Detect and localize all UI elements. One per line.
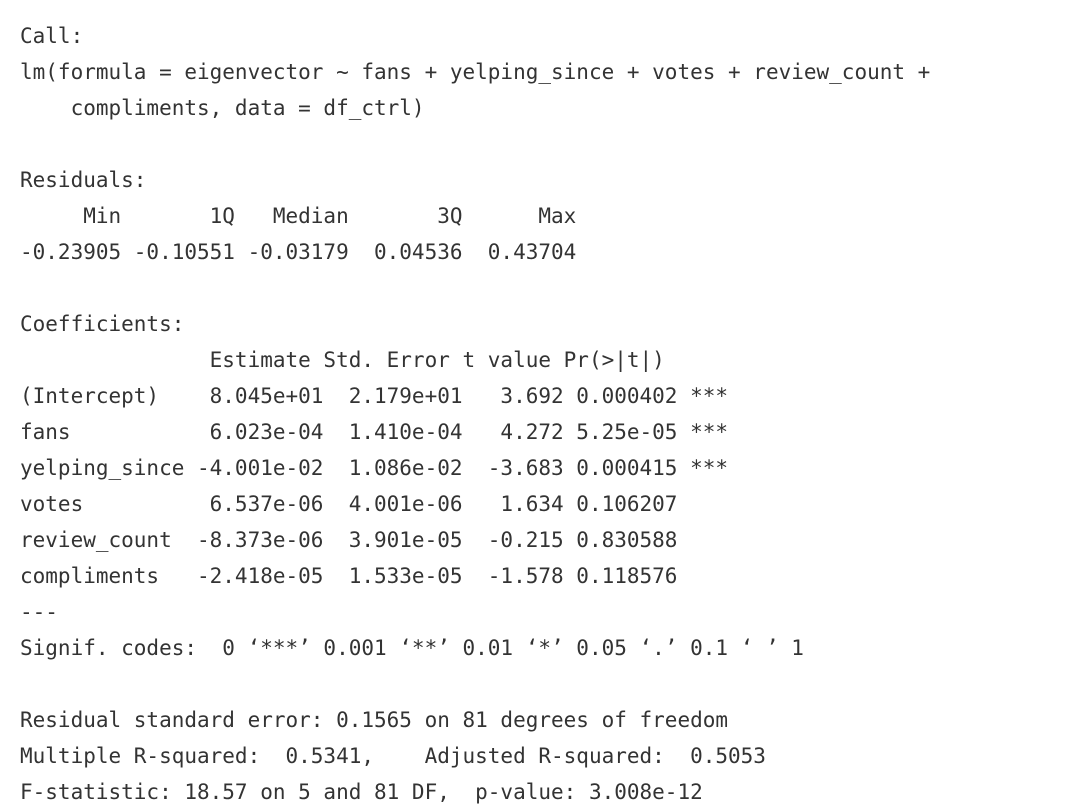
coefficient-row-fans: fans 6.023e-04 1.410e-04 4.272 5.25e-05 … <box>20 420 729 444</box>
separator: --- <box>20 600 58 624</box>
residuals-columns: Min 1Q Median 3Q Max <box>20 204 589 228</box>
coefficients-header: Coefficients: <box>20 312 185 336</box>
call-formula-line-1: lm(formula = eigenvector ~ fans + yelpin… <box>20 60 931 84</box>
r-squared: Multiple R-squared: 0.5341, Adjusted R-s… <box>20 744 779 768</box>
call-header: Call: <box>20 24 84 48</box>
blank-line <box>20 666 1070 702</box>
coefficient-row-votes: votes 6.537e-06 4.001e-06 1.634 0.106207 <box>20 492 729 516</box>
coefficient-row-intercept: (Intercept) 8.045e+01 2.179e+01 3.692 0.… <box>20 384 729 408</box>
signif-codes: Signif. codes: 0 ‘***’ 0.001 ‘**’ 0.01 ‘… <box>20 636 804 660</box>
residual-standard-error: Residual standard error: 0.1565 on 81 de… <box>20 708 729 732</box>
coefficients-columns: Estimate Std. Error t value Pr(>|t|) <box>20 348 716 372</box>
blank-line <box>20 270 1070 306</box>
coefficient-row-yelping-since: yelping_since -4.001e-02 1.086e-02 -3.68… <box>20 456 729 480</box>
call-formula-line-2: compliments, data = df_ctrl) <box>20 96 425 120</box>
f-statistic: F-statistic: 18.57 on 5 and 81 DF, p-val… <box>20 780 703 804</box>
r-console-output: Call: lm(formula = eigenvector ~ fans + … <box>20 18 1070 810</box>
blank-line <box>20 126 1070 162</box>
coefficient-row-compliments: compliments -2.418e-05 1.533e-05 -1.578 … <box>20 564 729 588</box>
residuals-header: Residuals: <box>20 168 147 192</box>
coefficient-row-review-count: review_count -8.373e-06 3.901e-05 -0.215… <box>20 528 729 552</box>
residuals-values: -0.23905 -0.10551 -0.03179 0.04536 0.437… <box>20 240 589 264</box>
